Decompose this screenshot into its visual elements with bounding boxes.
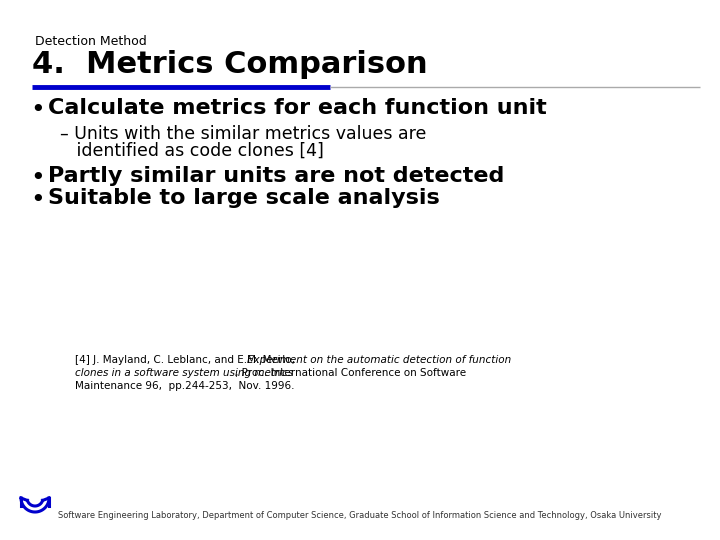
Text: Experiment on the automatic detection of function: Experiment on the automatic detection of… xyxy=(246,355,511,365)
Text: [4] J. Mayland, C. Leblanc, and E.M. Merlo,: [4] J. Mayland, C. Leblanc, and E.M. Mer… xyxy=(75,355,298,365)
Text: identified as code clones [4]: identified as code clones [4] xyxy=(60,142,324,160)
Text: 4.  Metrics Comparison: 4. Metrics Comparison xyxy=(32,50,428,79)
Text: Maintenance 96,  pp.244-253,  Nov. 1996.: Maintenance 96, pp.244-253, Nov. 1996. xyxy=(75,381,294,391)
Text: , Proc. International Conference on Software: , Proc. International Conference on Soft… xyxy=(235,368,466,378)
Text: •: • xyxy=(30,98,45,122)
Text: •: • xyxy=(30,188,45,212)
Text: – Units with the similar metrics values are: – Units with the similar metrics values … xyxy=(60,125,426,143)
Text: Suitable to large scale analysis: Suitable to large scale analysis xyxy=(48,188,440,208)
Text: Calculate metrics for each function unit: Calculate metrics for each function unit xyxy=(48,98,546,118)
Text: Detection Method: Detection Method xyxy=(35,35,147,48)
Text: Partly similar units are not detected: Partly similar units are not detected xyxy=(48,166,505,186)
Text: clones in a software system using metrics: clones in a software system using metric… xyxy=(75,368,293,378)
Text: •: • xyxy=(30,166,45,190)
Text: Software Engineering Laboratory, Department of Computer Science, Graduate School: Software Engineering Laboratory, Departm… xyxy=(58,511,662,520)
